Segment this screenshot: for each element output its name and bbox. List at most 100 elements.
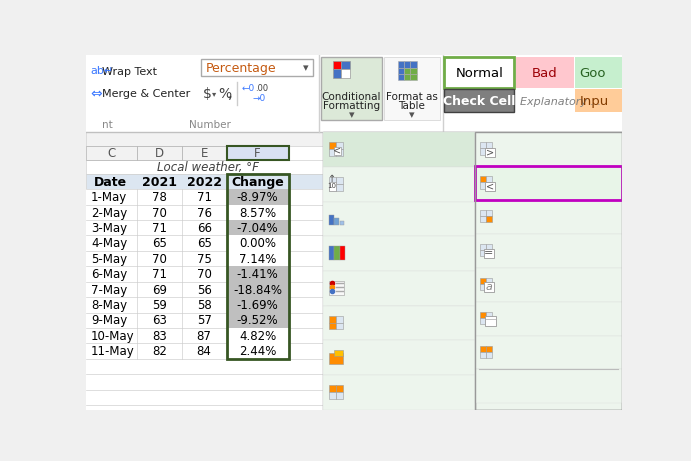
Text: 71: 71 [197,191,211,204]
Text: .00: .00 [256,84,268,93]
Text: 4.82%: 4.82% [239,330,276,343]
Bar [336,392,343,399]
Text: Normal: Normal [455,66,503,80]
Bar [323,201,475,236]
Bar [475,166,622,200]
Bar [480,318,486,324]
Bar [334,147,341,154]
Bar [341,61,350,69]
Bar [404,74,410,80]
Bar [480,346,486,352]
Bar [329,281,344,295]
Text: $: $ [202,87,211,101]
Bar [484,248,494,258]
Bar [404,61,410,68]
Bar [336,142,343,149]
Bar [486,142,493,148]
Bar [323,132,475,410]
Bar [334,350,343,356]
Text: =: = [484,248,493,258]
Bar [86,343,330,359]
Bar [486,182,495,191]
Bar [86,251,330,266]
Text: >: > [464,178,474,191]
Bar [329,392,336,399]
Bar [86,132,330,146]
Bar [398,74,404,80]
Text: ←0: ←0 [241,84,254,93]
Bar [480,176,486,183]
Bar [86,55,622,132]
Bar [201,59,314,76]
Bar [336,184,343,191]
Text: 2-May: 2-May [91,207,127,220]
Bar [480,183,486,189]
Bar [86,205,330,220]
Bar [334,218,339,225]
Text: 59: 59 [152,299,167,312]
Bar [486,346,493,352]
Text: Percentage: Percentage [206,62,276,75]
Text: 75: 75 [197,253,211,266]
Bar [486,148,493,154]
Bar [576,89,622,112]
Bar [486,244,493,250]
Bar [398,68,404,74]
Bar [227,205,289,220]
Bar [321,57,381,120]
Bar [86,160,330,174]
Text: ab↵: ab↵ [91,66,113,77]
Bar [86,146,137,160]
Bar [86,220,330,236]
Bar [410,74,417,80]
Bar [475,301,622,336]
Text: Number: Number [189,119,231,130]
Bar [480,278,486,284]
Text: A Date Occurring...: A Date Occurring... [507,313,634,326]
Bar [475,132,622,410]
Bar [137,146,182,160]
Bar [444,89,514,112]
Bar [227,297,289,313]
Text: <: < [486,181,494,191]
Bar [323,375,475,409]
Bar [329,142,336,149]
Text: 7.14%: 7.14% [239,253,276,266]
Text: 1-May: 1-May [91,191,127,204]
Text: 84: 84 [197,345,211,358]
Text: 4-May: 4-May [91,237,127,250]
Bar [398,61,404,68]
Bar [480,284,486,290]
Text: Color Scales: Color Scales [352,248,433,260]
Text: 5-May: 5-May [91,253,127,266]
Bar [484,316,495,325]
Bar [227,251,289,266]
Text: Less Than...: Less Than... [507,177,587,190]
Text: 69: 69 [152,284,167,297]
Text: ⇔: ⇔ [91,87,102,101]
Bar [336,323,343,330]
Bar [475,200,622,234]
Bar [333,61,341,69]
Text: Conditional: Conditional [322,92,381,102]
Text: 71: 71 [152,268,167,281]
Text: 66: 66 [197,222,211,235]
Bar [227,189,289,205]
Text: 56: 56 [197,284,211,297]
Text: <: < [334,146,341,156]
Bar [86,174,330,189]
Text: ,: , [227,86,232,101]
Bar [86,236,330,251]
Text: Top/Bottom Rules: Top/Bottom Rules [352,178,468,191]
Bar [227,236,289,251]
Bar [576,57,622,88]
Text: Format as: Format as [386,92,438,102]
Text: 63: 63 [152,314,167,327]
Bar [486,176,493,183]
Bar [227,266,289,282]
Text: Highlight Cells Rules: Highlight Cells Rules [352,143,490,157]
Text: 9-May: 9-May [91,314,127,327]
Bar [86,313,330,328]
Bar [480,250,486,256]
Text: D: D [155,148,164,160]
